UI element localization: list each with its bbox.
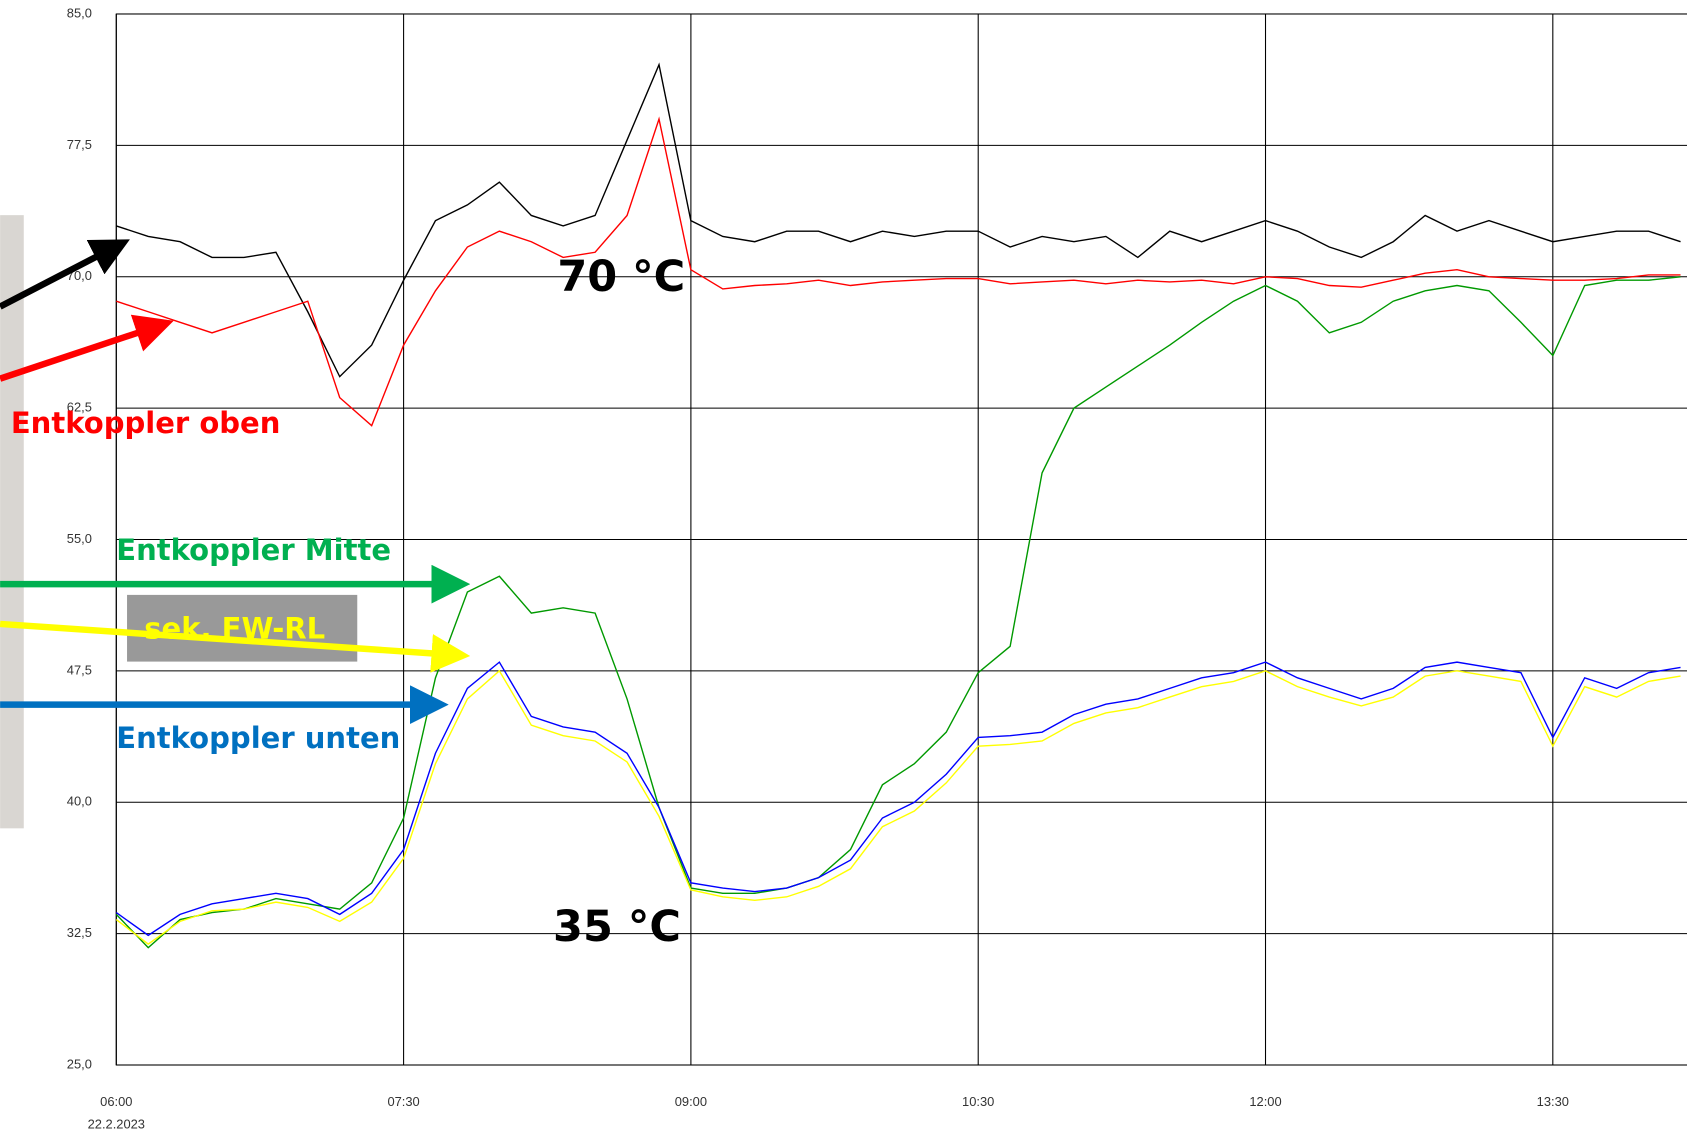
overlay: 70 °C 35 °C Entkoppler oben Entkoppler Mi…: [0, 245, 685, 952]
y-tick-label: 25,0: [67, 1056, 92, 1071]
x-tick-label: 07:30: [387, 1094, 419, 1109]
x-tick-label: 10:30: [962, 1094, 994, 1109]
x-date-label: 22.2.2023: [88, 1117, 145, 1132]
y-tick-label: 40,0: [67, 794, 92, 809]
y-tick-label: 55,0: [67, 531, 92, 546]
annotation: 70 °C: [557, 252, 685, 302]
chart: 25,032,540,047,555,062,570,077,585,006:0…: [0, 0, 1687, 1136]
series-label: Entkoppler unten: [116, 721, 400, 755]
y-tick-label: 85,0: [67, 5, 92, 20]
series-label: Entkoppler Mitte: [116, 533, 391, 567]
x-tick-label: 12:00: [1249, 1094, 1281, 1109]
y-tick-label: 32,5: [67, 925, 92, 940]
x-tick-label: 06:00: [100, 1094, 132, 1109]
x-tick-label: 09:00: [675, 1094, 707, 1109]
series-line: [116, 671, 1680, 944]
page: {"chart_data": { "type": "line", "x_date…: [0, 0, 1687, 1136]
series-line: [116, 65, 1680, 377]
y-tick-label: 77,5: [67, 137, 92, 152]
series-line: [116, 119, 1680, 426]
annotation: 35 °C: [553, 902, 681, 952]
series-label: sek. FW-RL: [144, 611, 325, 645]
arrow: [0, 325, 161, 379]
y-tick-label: 47,5: [67, 662, 92, 677]
x-tick-label: 13:30: [1537, 1094, 1569, 1109]
lines: [116, 65, 1680, 948]
series-label: Entkoppler oben: [11, 406, 281, 440]
grid: 25,032,540,047,555,062,570,077,585,006:0…: [67, 5, 1687, 1131]
